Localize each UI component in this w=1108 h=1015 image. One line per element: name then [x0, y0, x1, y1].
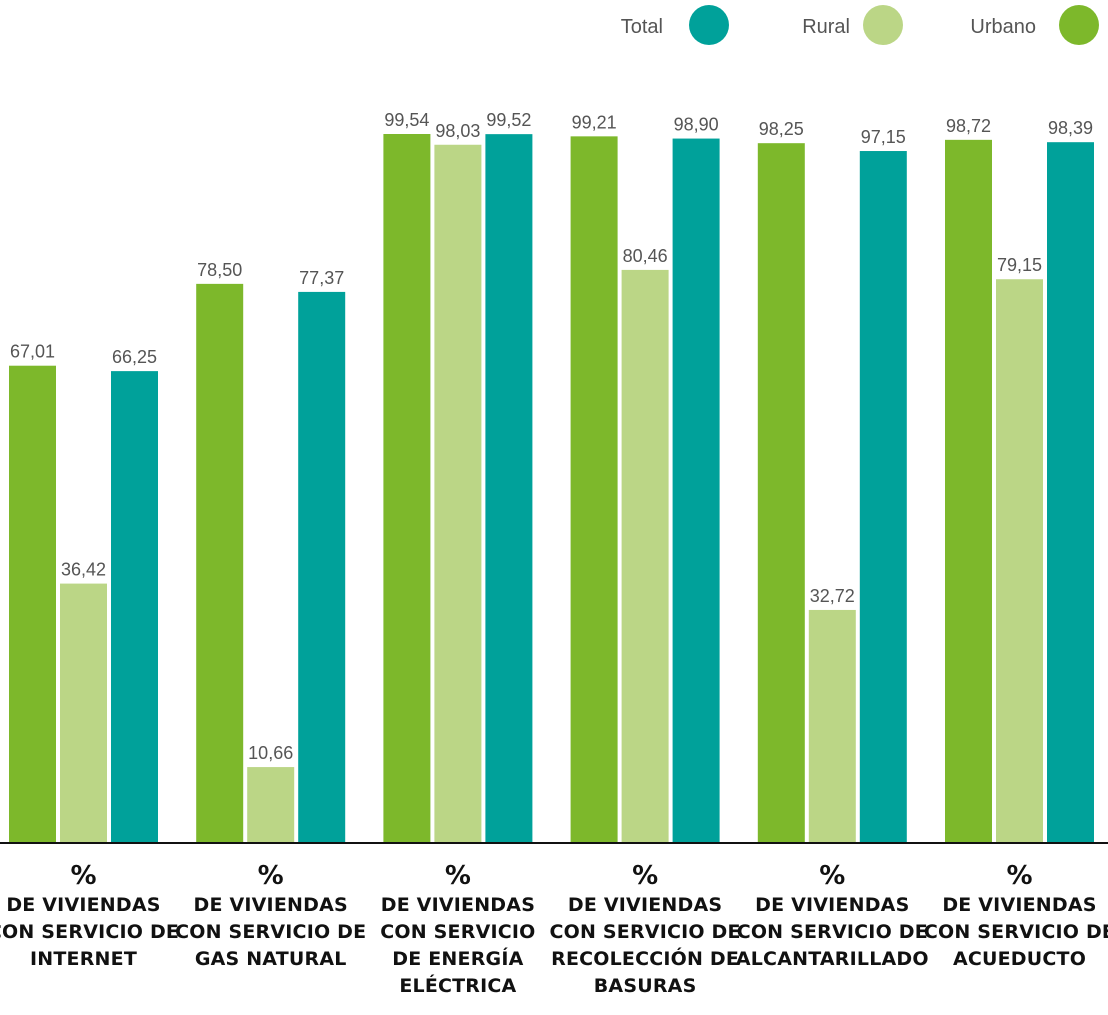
- category-label-4-line-2: DE VIVIENDAS: [568, 894, 722, 916]
- value-labels-layer: 67,01 36,42 66,25 78,50 10,66 77,37 99,54 98,03…: [10, 110, 1093, 763]
- value-label-urbano-6: 98,72: [946, 116, 991, 136]
- legend-label-total: Total: [621, 16, 663, 38]
- category-label-2-line-3: CON SERVICIO DE: [175, 921, 366, 943]
- legend-swatch-total: [689, 5, 729, 45]
- bar-rural-6: [996, 279, 1043, 844]
- bars-layer: [9, 134, 1094, 844]
- value-label-rural-3: 98,03: [435, 121, 480, 141]
- category-label-5-line-4: ALCANTARILLADO: [736, 948, 929, 970]
- value-label-urbano-1: 67,01: [10, 342, 55, 362]
- category-label-5-line-3: CON SERVICIO DE: [737, 921, 928, 943]
- legend-swatch-rural: [863, 5, 903, 45]
- value-label-total-2: 77,37: [299, 268, 344, 288]
- category-label-1-line-2: DE VIVIENDAS: [6, 894, 160, 916]
- value-label-urbano-2: 78,50: [197, 260, 242, 280]
- category-label-6-line-2: DE VIVIENDAS: [942, 894, 1096, 916]
- category-label-4-line-3: CON SERVICIO DE: [549, 921, 740, 943]
- category-label-4-line-5: BASURAS: [594, 975, 697, 997]
- category-label-1-line-1: %: [70, 861, 96, 891]
- value-label-urbano-5: 98,25: [759, 119, 804, 139]
- value-label-total-5: 97,15: [861, 127, 906, 147]
- category-label-3-line-5: ELÉCTRICA: [399, 974, 516, 997]
- value-label-total-1: 66,25: [112, 347, 157, 367]
- bar-rural-4: [621, 269, 669, 843]
- bar-total-5: [859, 151, 907, 843]
- value-label-urbano-3: 99,54: [384, 110, 429, 130]
- value-label-urbano-4: 99,21: [572, 112, 617, 132]
- category-label-3-line-2: DE VIVIENDAS: [381, 894, 535, 916]
- bar-rural-2: [247, 767, 295, 843]
- category-label-6-line-4: ACUEDUCTO: [953, 948, 1086, 970]
- value-label-rural-2: 10,66: [248, 743, 293, 763]
- value-label-total-3: 99,52: [486, 110, 531, 130]
- bar-rural-3: [434, 144, 482, 843]
- value-label-rural-1: 36,42: [61, 560, 106, 580]
- category-label-2-line-4: GAS NATURAL: [195, 948, 347, 970]
- bar-total-2: [298, 291, 346, 843]
- value-label-total-4: 98,90: [674, 115, 719, 135]
- category-label-3-line-4: DE ENERGÍA: [392, 947, 523, 970]
- bar-total-1: [111, 371, 158, 843]
- category-label-3-line-1: %: [445, 861, 471, 891]
- category-label-2-line-2: DE VIVIENDAS: [194, 894, 348, 916]
- category-label-1-line-3: CON SERVICIO DE: [0, 921, 179, 943]
- category-label-5-line-2: DE VIVIENDAS: [755, 894, 909, 916]
- bar-urbano-3: [383, 134, 431, 843]
- category-label-6-line-3: CON SERVICIO DE: [924, 921, 1108, 943]
- value-label-rural-4: 80,46: [623, 246, 668, 266]
- category-label-2-line-1: %: [258, 861, 284, 891]
- legend-label-urbano: Urbano: [970, 16, 1036, 38]
- value-label-rural-5: 32,72: [810, 586, 855, 606]
- bar-urbano-5: [757, 143, 805, 844]
- bar-urbano-6: [945, 139, 992, 843]
- value-label-rural-6: 79,15: [997, 255, 1042, 275]
- bar-rural-5: [808, 609, 856, 843]
- legend-label-rural: Rural: [802, 16, 850, 38]
- legend-swatch-urbano: [1059, 5, 1099, 45]
- bar-urbano-2: [196, 283, 244, 843]
- category-label-1-line-4: INTERNET: [30, 948, 137, 970]
- category-label-3-line-3: CON SERVICIO: [380, 921, 535, 943]
- bar-urbano-1: [9, 365, 56, 843]
- value-label-total-6: 98,39: [1048, 118, 1093, 138]
- category-label-6-line-1: %: [1006, 861, 1032, 891]
- bar-total-6: [1047, 142, 1094, 844]
- bar-urbano-4: [570, 136, 618, 843]
- category-label-5-line-1: %: [819, 861, 845, 891]
- bar-total-3: [485, 134, 533, 843]
- bar-total-4: [672, 138, 720, 843]
- category-labels-layer: % DE VIVIENDAS CON SERVICIO DE INTERNET% DE …: [0, 861, 1108, 997]
- legend: Total Rural Urbano: [621, 5, 1099, 45]
- category-label-4-line-4: RECOLECCIÓN DE: [551, 946, 739, 970]
- bar-rural-1: [60, 583, 107, 843]
- category-label-4-line-1: %: [632, 861, 658, 891]
